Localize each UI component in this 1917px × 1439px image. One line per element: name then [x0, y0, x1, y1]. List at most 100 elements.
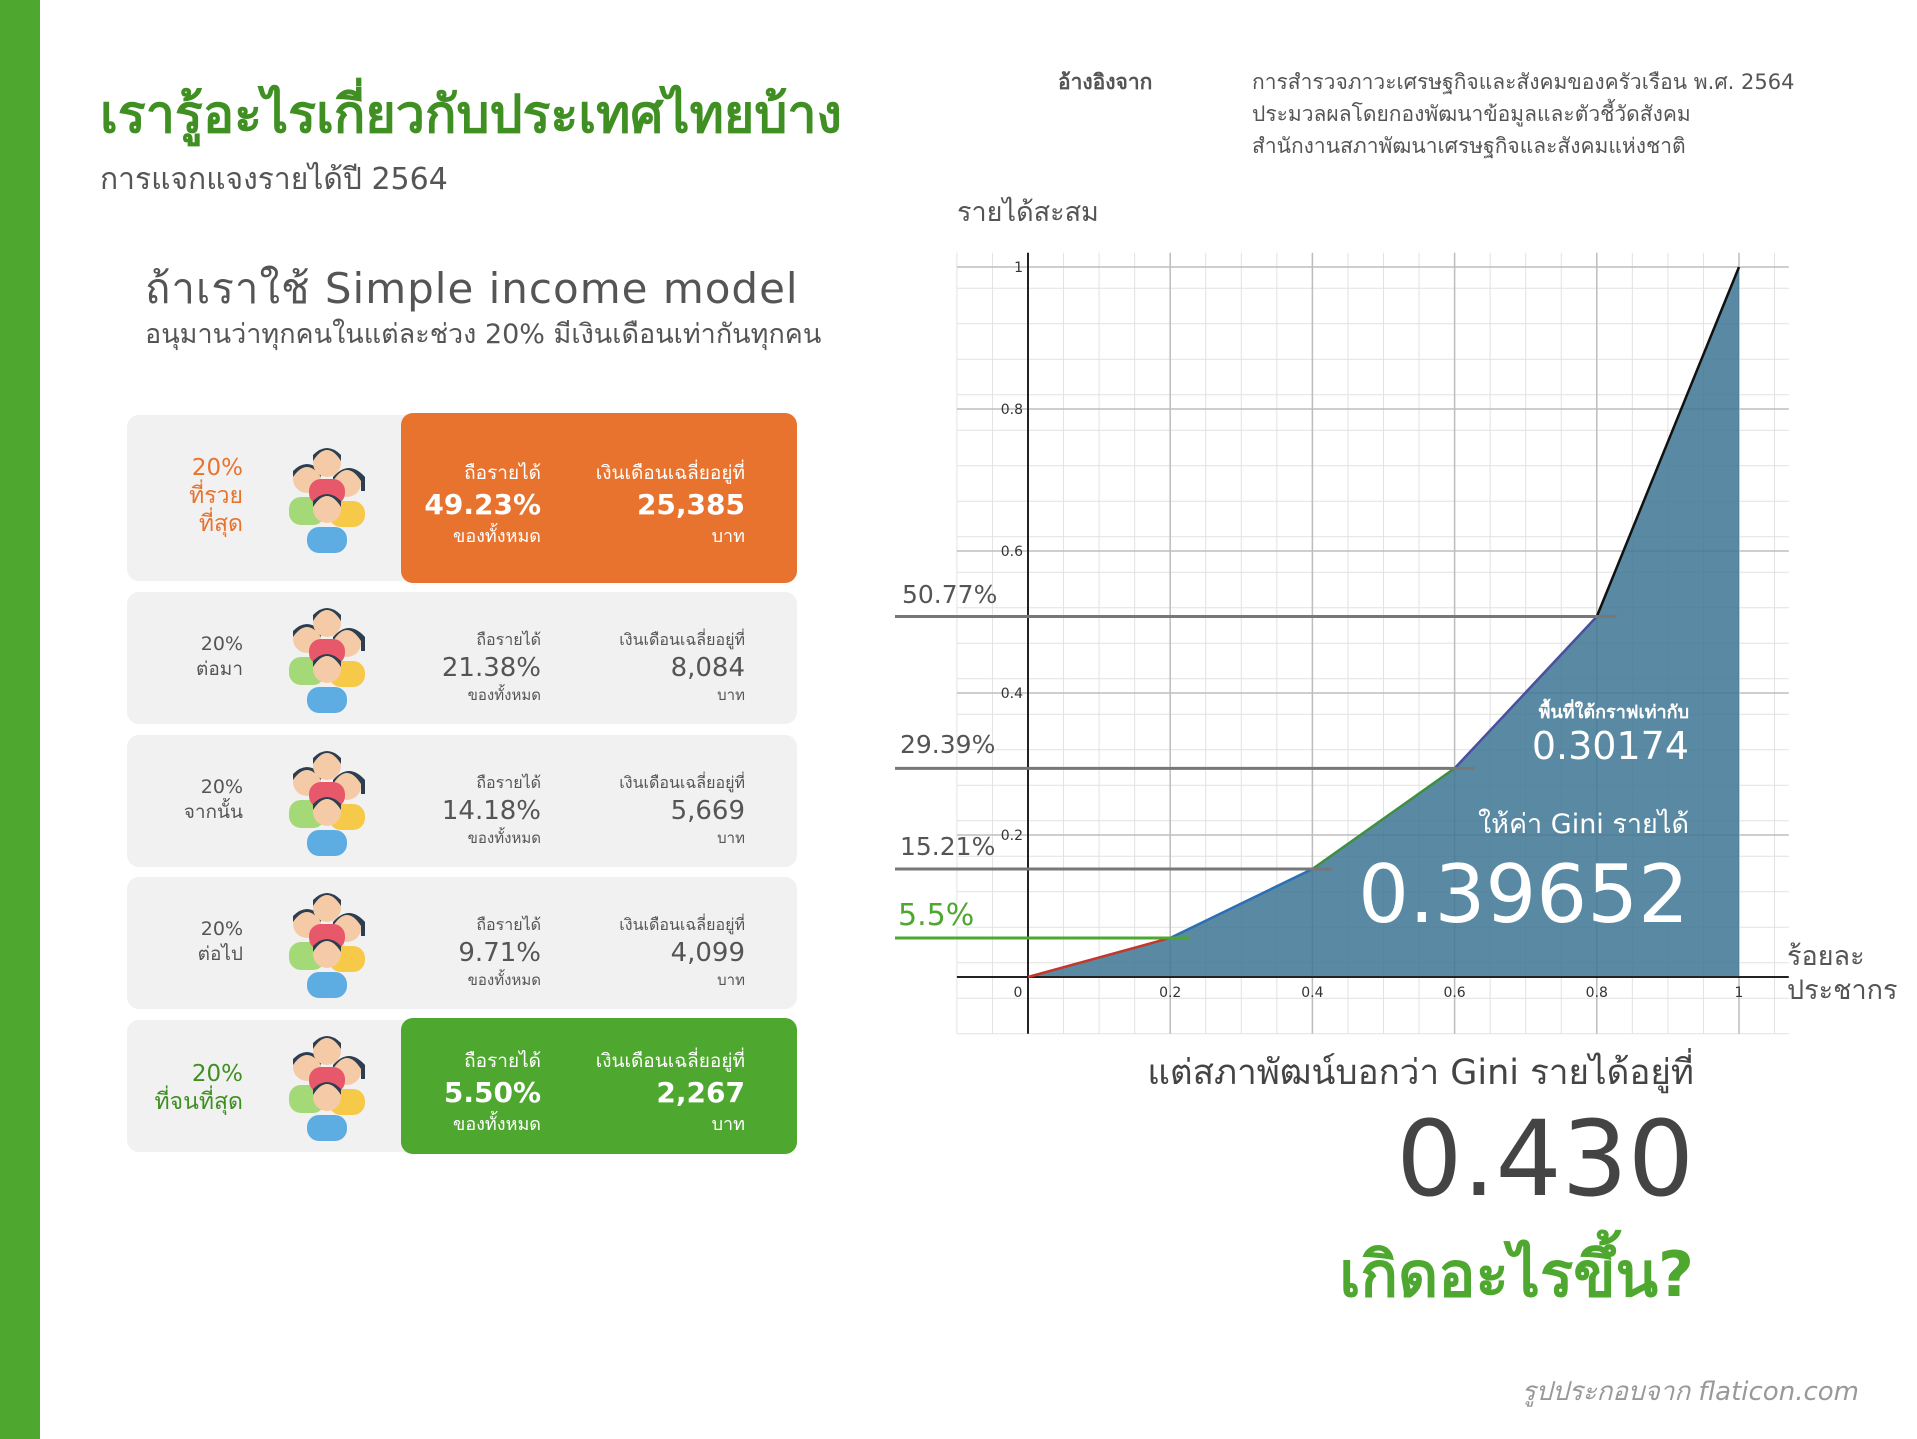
annotation-29-39: 29.39%	[900, 730, 996, 759]
x-tick-label: 0.4	[1301, 985, 1323, 1001]
income-group-row: 20% ต่อมา ถือรายได้ 21.38%	[127, 592, 797, 724]
y-tick-label: 0.6	[1001, 544, 1023, 560]
lorenz-curve-segment	[1595, 266, 1741, 618]
official-gini-value: 0.430	[1396, 1098, 1694, 1220]
salary-value: 4,099	[670, 938, 745, 968]
salary-unit: บาท	[717, 971, 745, 989]
share-value: 9.71%	[458, 938, 541, 968]
salary-label: เงินเดือนเฉลี่ยอยู่ที่	[595, 1050, 745, 1072]
group-label: 20% ที่จนที่สุด	[127, 1060, 244, 1116]
share-caption: ของทั้งหมด	[467, 971, 541, 989]
reference-line: การสำรวจภาวะเศรษฐกิจและสังคมของครัวเรือน…	[1252, 70, 1795, 94]
official-gini-label: แต่สภาพัฒน์บอกว่า Gini รายได้อยู่ที่	[1147, 1053, 1694, 1093]
x-tick-label: 1	[1735, 985, 1744, 1001]
gini-label: ให้ค่า Gini รายได้	[1477, 809, 1689, 840]
group-name: ที่จนที่สุด	[154, 1089, 244, 1115]
annotation-50-77: 50.77%	[902, 580, 998, 609]
group-percent: 20%	[191, 455, 243, 481]
share-value: 49.23%	[424, 488, 541, 521]
share-value: 21.38%	[441, 653, 541, 683]
gini-value: 0.39652	[1358, 848, 1689, 941]
share-label: ถือรายได้	[476, 773, 541, 792]
group-label: 20% ที่รวย ที่สุด	[127, 454, 243, 538]
group-percent: 20%	[200, 633, 243, 655]
highlight-panel	[401, 413, 797, 583]
x-tick-label: 0.2	[1159, 985, 1181, 1001]
lorenz-curve-segment	[1311, 767, 1456, 871]
group-name: ที่รวย	[189, 483, 243, 509]
group-label: 20% จากนั้น	[127, 775, 243, 825]
page-title: เรารู้อะไรเกี่ยวกับประเทศไทยบ้าง	[100, 85, 842, 145]
salary-label: เงินเดือนเฉลี่ยอยู่ที่	[619, 630, 745, 649]
salary-unit: บาท	[717, 686, 745, 704]
lorenz-area	[1028, 267, 1739, 977]
salary-label: เงินเดือนเฉลี่ยอยู่ที่	[595, 462, 745, 484]
group-name: ต่อมา	[196, 658, 243, 680]
income-share: ถือรายได้ 9.71% ของทั้งหมด	[458, 913, 541, 992]
y-tick-label: 0.4	[1001, 686, 1023, 702]
share-label: ถือรายได้	[464, 462, 541, 484]
y-tick-label: 0.8	[1001, 402, 1023, 418]
share-label: ถือรายได้	[464, 1050, 541, 1072]
people-group-icon	[289, 893, 365, 998]
question-text: เกิดอะไรขึ้น?	[1339, 1238, 1694, 1311]
share-value: 5.50%	[443, 1076, 541, 1109]
group-percent: 20%	[191, 1061, 243, 1087]
group-percent: 20%	[200, 918, 243, 940]
group-name: ที่สุด	[198, 511, 243, 537]
x-axis-title-line: ประชากร	[1787, 975, 1898, 1006]
share-caption: ของทั้งหมด	[453, 526, 541, 547]
accent-sidebar	[0, 0, 40, 1439]
salary-label: เงินเดือนเฉลี่ยอยู่ที่	[619, 773, 745, 792]
salary-value: 8,084	[670, 653, 745, 683]
image-credit: รูปประกอบจาก flaticon.com	[1521, 1377, 1859, 1407]
x-tick-label: 0	[1014, 985, 1023, 1001]
average-salary: เงินเดือนเฉลี่ยอยู่ที่ 8,084 บาท	[619, 628, 745, 707]
x-tick-label: 0.6	[1443, 985, 1465, 1001]
average-salary: เงินเดือนเฉลี่ยอยู่ที่ 5,669 บาท	[619, 771, 745, 850]
income-share: ถือรายได้ 49.23% ของทั้งหมด	[424, 458, 541, 550]
average-salary: เงินเดือนเฉลี่ยอยู่ที่ 2,267 บาท	[596, 1046, 745, 1138]
share-caption: ของทั้งหมด	[467, 829, 541, 847]
x-tick-label: 0.8	[1586, 985, 1608, 1001]
income-share: ถือรายได้ 5.50% ของทั้งหมด	[444, 1046, 541, 1138]
people-group-icon	[289, 751, 365, 856]
people-group-icon	[289, 1036, 365, 1141]
reference-line: สำนักงานสภาพัฒนาเศรษฐกิจและสังคมแห่งชาติ	[1252, 134, 1686, 158]
average-salary: เงินเดือนเฉลี่ยอยู่ที่ 25,385 บาท	[596, 458, 745, 550]
group-label: 20% ต่อไป	[127, 917, 243, 967]
income-group-row: 20% ต่อไป ถือรายได้ 9.71%	[127, 877, 797, 1009]
reference-source: การสำรวจภาวะเศรษฐกิจและสังคมของครัวเรือน…	[1252, 66, 1794, 162]
y-axis-title: รายได้สะสม	[957, 197, 1099, 228]
income-share: ถือรายได้ 14.18% ของทั้งหมด	[442, 771, 541, 850]
income-group-row: 20% ที่จนที่สุด ถือรายได้ 5.50%	[127, 1018, 797, 1154]
reference-label: อ้างอิงจาก	[1058, 70, 1153, 94]
group-name: จากนั้น	[183, 801, 243, 823]
lorenz-curve-segment	[1453, 615, 1598, 770]
y-tick-label: 1	[1014, 260, 1023, 276]
salary-value: 25,385	[636, 488, 745, 521]
salary-label: เงินเดือนเฉลี่ยอยู่ที่	[619, 915, 745, 934]
people-group-icon	[289, 448, 365, 553]
share-value: 14.18%	[441, 796, 541, 826]
annotation-5-5: 5.5%	[898, 898, 975, 933]
income-share: ถือรายได้ 21.38% ของทั้งหมด	[442, 628, 541, 707]
income-group-row: 20% ที่รวย ที่สุด ถือรายได้ 49.23%	[127, 413, 797, 583]
salary-value: 5,669	[670, 796, 745, 826]
model-subtitle: อนุมานว่าทุกคนในแต่ละช่วง 20% มีเงินเดือ…	[145, 319, 822, 350]
x-axis-title-line: ร้อยละ	[1787, 941, 1865, 972]
salary-value: 2,267	[656, 1076, 745, 1109]
reference-line: ประมวลผลโดยกองพัฒนาข้อมูลและตัวชี้วัดสัง…	[1252, 102, 1691, 126]
page-subtitle: การแจกแจงรายได้ปี 2564	[100, 162, 448, 197]
y-tick-label: 0.2	[1001, 828, 1023, 844]
share-caption: ของทั้งหมด	[467, 686, 541, 704]
group-name: ต่อไป	[197, 943, 243, 965]
average-salary: เงินเดือนเฉลี่ยอยู่ที่ 4,099 บาท	[619, 913, 745, 992]
group-percent: 20%	[200, 776, 243, 798]
area-value: 0.30174	[1531, 724, 1689, 768]
group-label: 20% ต่อมา	[127, 632, 243, 682]
annotation-15-21: 15.21%	[900, 832, 996, 861]
lorenz-curve-segment	[1169, 867, 1313, 940]
model-title: ถ้าเราใช้ Simple income model	[145, 264, 799, 313]
